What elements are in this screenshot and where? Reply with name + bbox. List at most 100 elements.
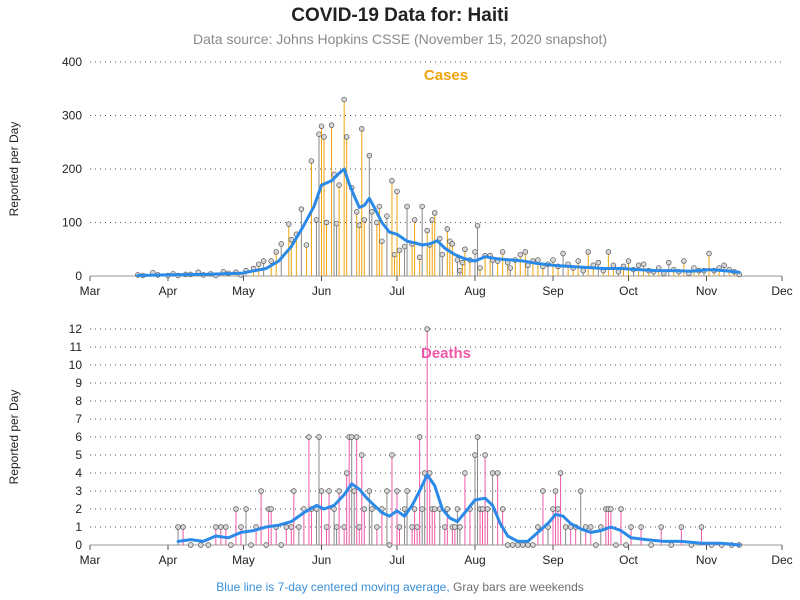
y-tick-label: 0 — [75, 269, 82, 283]
data-point — [625, 258, 632, 264]
data-point — [507, 265, 513, 271]
data-point — [472, 249, 478, 255]
data-point — [278, 542, 284, 548]
data-point — [416, 434, 423, 440]
data-point — [444, 506, 451, 512]
data-point — [424, 227, 430, 234]
data-point — [577, 488, 584, 494]
data-point — [706, 250, 712, 257]
y-tick-label: 300 — [62, 109, 82, 123]
data-point — [588, 524, 594, 530]
data-point — [351, 488, 357, 494]
data-point — [462, 470, 468, 476]
data-point — [273, 249, 279, 255]
x-tick-label: Sep — [542, 284, 564, 298]
data-point — [356, 222, 363, 228]
data-point — [482, 452, 488, 458]
data-point — [243, 506, 249, 512]
x-tick-label: Sep — [542, 553, 564, 567]
data-point — [419, 506, 425, 512]
data-point — [233, 506, 239, 512]
data-point — [613, 542, 619, 548]
y-tick-label: 400 — [62, 55, 82, 69]
data-point — [437, 235, 443, 242]
data-point — [248, 542, 254, 548]
data-point — [384, 213, 390, 219]
data-point — [223, 524, 229, 530]
data-point — [336, 182, 342, 188]
data-point — [366, 152, 373, 159]
y-tick-label: 10 — [69, 358, 83, 372]
data-point — [348, 434, 355, 440]
data-point — [678, 524, 685, 530]
data-point — [628, 524, 634, 530]
data-point — [520, 542, 526, 548]
data-point — [333, 524, 340, 530]
y-tick-label: 3 — [75, 484, 82, 498]
data-point — [442, 524, 448, 530]
data-point — [489, 470, 496, 476]
data-point — [575, 258, 581, 264]
data-point — [296, 524, 302, 530]
data-point — [610, 262, 617, 269]
data-point — [228, 542, 234, 548]
data-point — [668, 542, 675, 548]
data-point — [353, 209, 360, 215]
data-point — [648, 542, 654, 548]
data-point — [369, 209, 375, 215]
data-point — [472, 452, 478, 458]
x-tick-label: Apr — [159, 284, 178, 298]
y-tick-label: 1 — [75, 520, 82, 534]
data-point — [341, 96, 347, 103]
data-point — [474, 222, 481, 229]
data-point — [431, 506, 438, 512]
data-point — [197, 542, 204, 548]
y-tick-label: 0 — [75, 538, 82, 552]
data-point — [369, 506, 375, 512]
data-point — [658, 524, 664, 530]
data-point — [419, 203, 425, 210]
data-point — [623, 542, 629, 548]
data-point — [238, 524, 244, 530]
x-tick-label: Jun — [312, 284, 331, 298]
data-point — [308, 158, 315, 164]
data-point — [396, 524, 403, 530]
data-point — [333, 220, 340, 227]
data-point — [429, 217, 435, 223]
data-point — [449, 241, 456, 247]
data-point — [391, 251, 398, 258]
data-point — [615, 268, 622, 275]
data-point — [535, 257, 541, 263]
data-point — [374, 524, 380, 530]
data-point — [404, 203, 410, 210]
data-point — [457, 524, 463, 530]
data-point — [343, 134, 350, 140]
data-point — [522, 249, 529, 255]
data-point — [608, 506, 614, 512]
data-point — [640, 261, 647, 267]
data-point — [361, 217, 368, 223]
cases-panel: 0 100 200 300 400 Mar Apr May Jun Jul Aug Sep Oct Nov… — [7, 55, 793, 298]
data-point — [379, 238, 385, 244]
x-tick-label: Oct — [619, 553, 638, 567]
data-point — [560, 250, 566, 257]
x-tick-label: Dec — [771, 553, 792, 567]
data-point — [494, 470, 501, 476]
data-point — [260, 258, 267, 264]
data-point — [213, 524, 219, 530]
data-point — [530, 542, 536, 548]
data-point — [535, 524, 541, 530]
y-tick-label: 100 — [62, 216, 82, 230]
x-tick-label: Apr — [159, 553, 178, 567]
data-point — [278, 241, 284, 247]
y-tick-label: 8 — [75, 394, 82, 408]
data-point — [306, 434, 312, 440]
y-tick-label: 4 — [75, 466, 82, 480]
footnote-weekends: Gray bars are weekends — [453, 580, 584, 594]
page-subtitle: Data source: Johns Hopkins CSSE (Novembe… — [193, 31, 607, 47]
data-point — [316, 131, 322, 137]
data-point — [562, 524, 569, 530]
data-point — [550, 257, 556, 263]
data-point — [638, 524, 644, 530]
x-tick-label: Nov — [696, 553, 717, 567]
